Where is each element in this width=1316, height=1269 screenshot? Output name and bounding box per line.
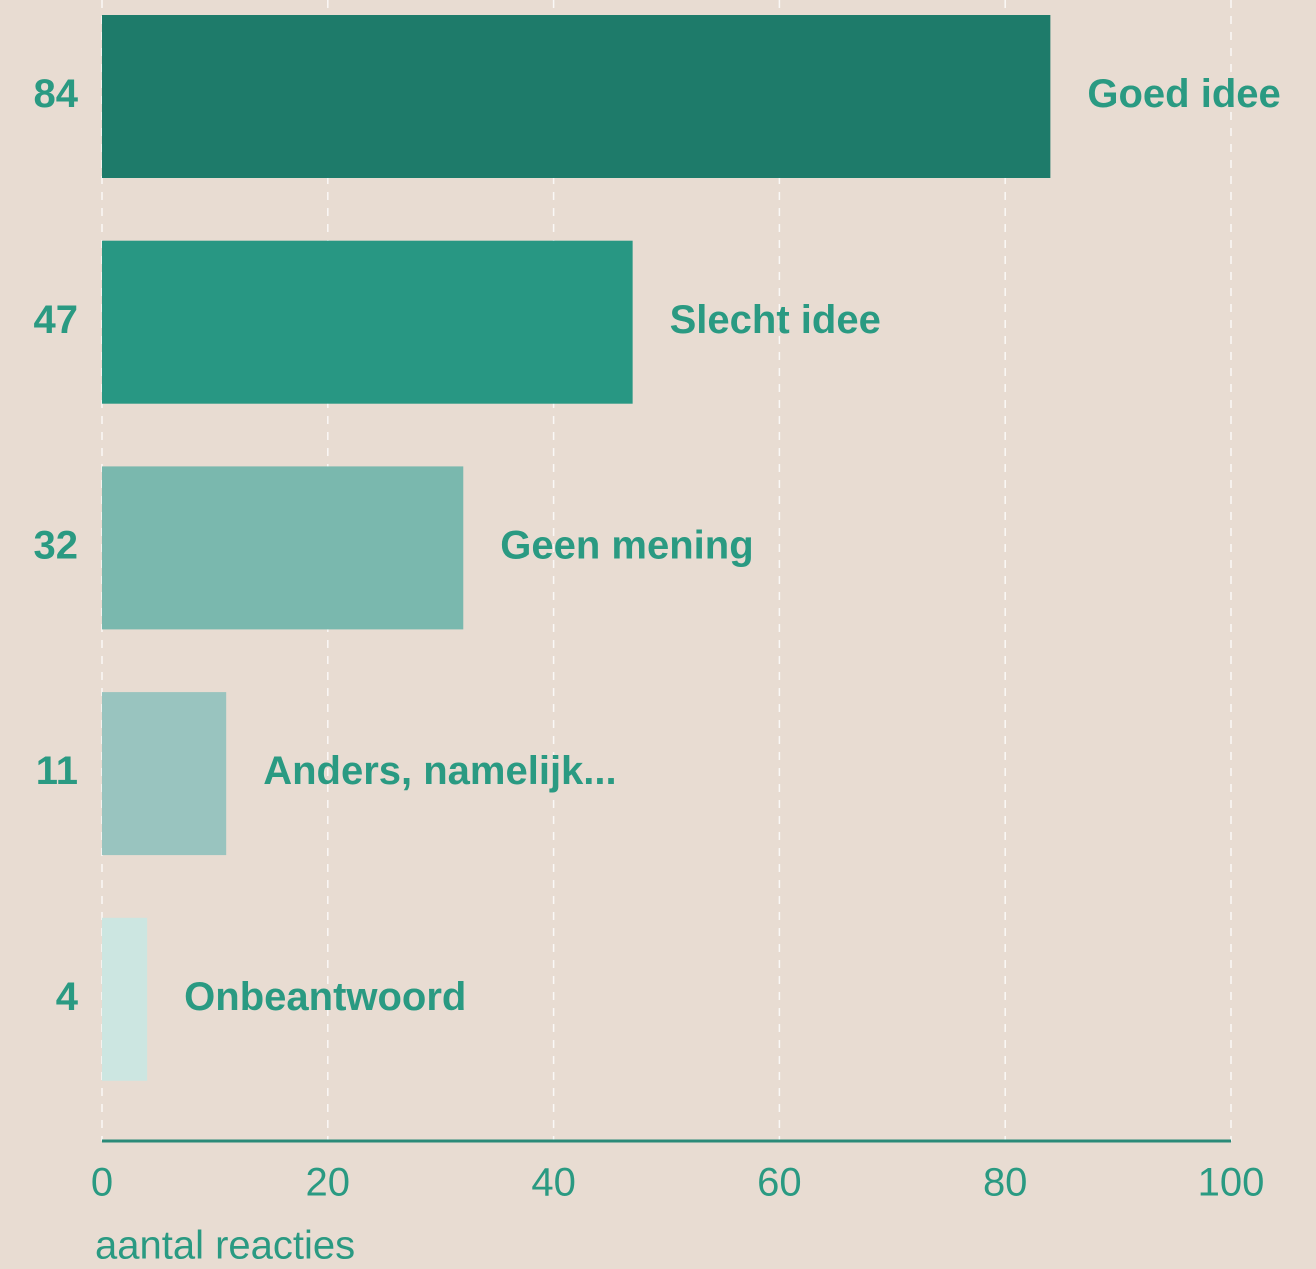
category-label: Anders, namelijk...: [263, 749, 616, 793]
value-label: 11: [36, 749, 78, 793]
category-label: Slecht idee: [670, 298, 881, 342]
x-tick-label: 20: [306, 1161, 351, 1205]
bar: [102, 917, 148, 1081]
value-label: 4: [56, 975, 79, 1019]
category-label: Geen mening: [500, 523, 753, 567]
value-label: 32: [34, 523, 79, 567]
x-tick-label: 0: [91, 1161, 113, 1205]
x-tick-label: 100: [1198, 1161, 1265, 1205]
bar: [102, 466, 464, 630]
category-label: Goed idee: [1087, 72, 1280, 116]
x-tick-label: 60: [757, 1161, 802, 1205]
x-tick-label: 80: [983, 1161, 1028, 1205]
x-tick-label: 40: [531, 1161, 576, 1205]
value-label: 47: [34, 298, 79, 342]
bar: [102, 692, 227, 856]
x-axis-label: aantal reacties: [95, 1224, 355, 1268]
bar: [102, 15, 1051, 178]
category-label: Onbeantwoord: [184, 975, 466, 1019]
bar: [102, 240, 633, 404]
value-label: 84: [34, 72, 79, 116]
